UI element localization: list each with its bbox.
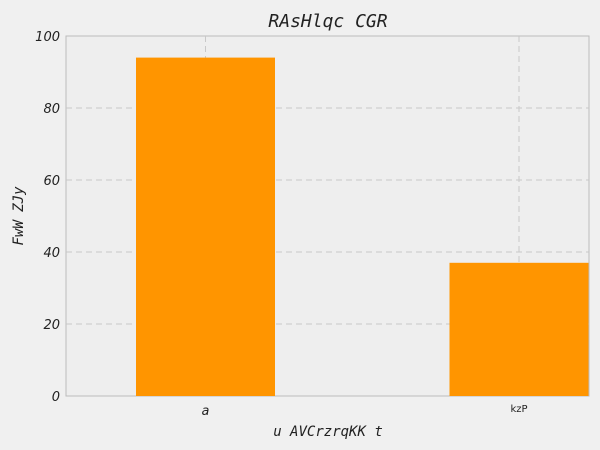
x-axis-label: u AVCrzrqKK t	[273, 424, 383, 440]
bars	[136, 57, 589, 396]
bar-kzP	[449, 262, 589, 396]
y-tick-label: 20	[43, 318, 60, 333]
y-axis-ticks: 0 20 40 60 80 100	[35, 30, 60, 405]
y-axis-label: FwW ZJy	[11, 186, 27, 246]
y-tick-label: 100	[35, 30, 60, 45]
x-tick-label: kzP	[510, 404, 527, 415]
y-tick-label: 0	[52, 390, 60, 405]
y-tick-label: 60	[43, 174, 60, 189]
x-axis-ticks: a kzP	[202, 404, 528, 419]
y-tick-label: 40	[43, 246, 60, 261]
x-tick-label: a	[202, 404, 210, 419]
chart-title: RAsHlqc CGR	[268, 11, 387, 32]
bar-a	[136, 57, 275, 396]
y-tick-label: 80	[43, 102, 60, 117]
